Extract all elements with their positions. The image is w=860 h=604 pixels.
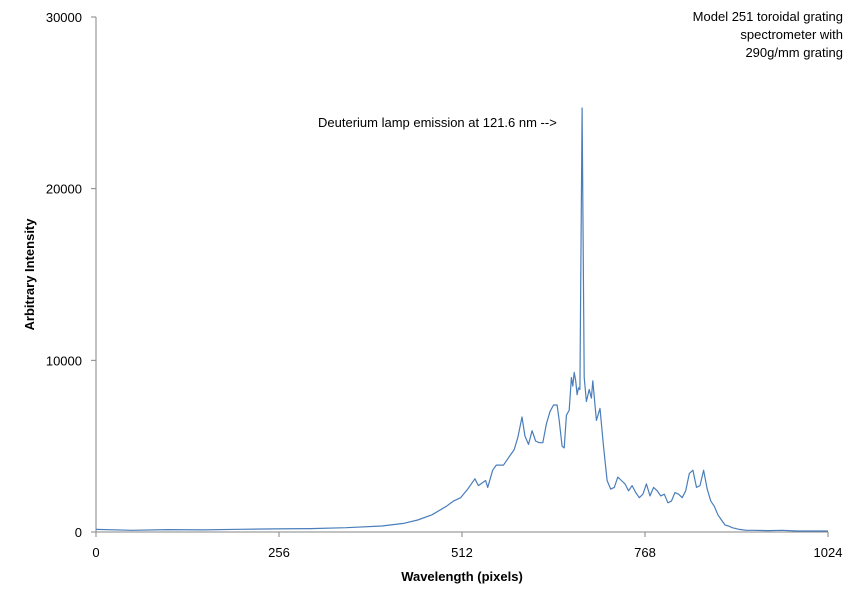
y-tick-label: 20000 [46, 182, 82, 197]
x-tick-label: 256 [268, 545, 290, 560]
x-tick-label: 512 [451, 545, 473, 560]
x-tick-label: 0 [92, 545, 99, 560]
y-tick-label: 30000 [46, 10, 82, 25]
plot-area: 0 10000 20000 30000 0 256 512 768 1024 [46, 10, 843, 560]
x-tick-label: 1024 [814, 545, 843, 560]
instrument-note: Model 251 toroidal grating spectrometer … [693, 8, 843, 62]
peak-annotation: Deuterium lamp emission at 121.6 nm --> [318, 115, 557, 130]
instrument-note-line: spectrometer with [740, 27, 843, 42]
y-axis-title: Arbitrary Intensity [22, 218, 37, 331]
x-tick-label: 768 [634, 545, 656, 560]
instrument-note-line: 290g/mm grating [745, 45, 843, 60]
spectrum-series-line [95, 107, 828, 532]
y-tick-label: 0 [75, 525, 82, 540]
instrument-note-line: Model 251 toroidal grating [692, 9, 843, 24]
y-tick-label: 10000 [46, 353, 82, 368]
x-axis-title: Wavelength (pixels) [401, 569, 523, 584]
